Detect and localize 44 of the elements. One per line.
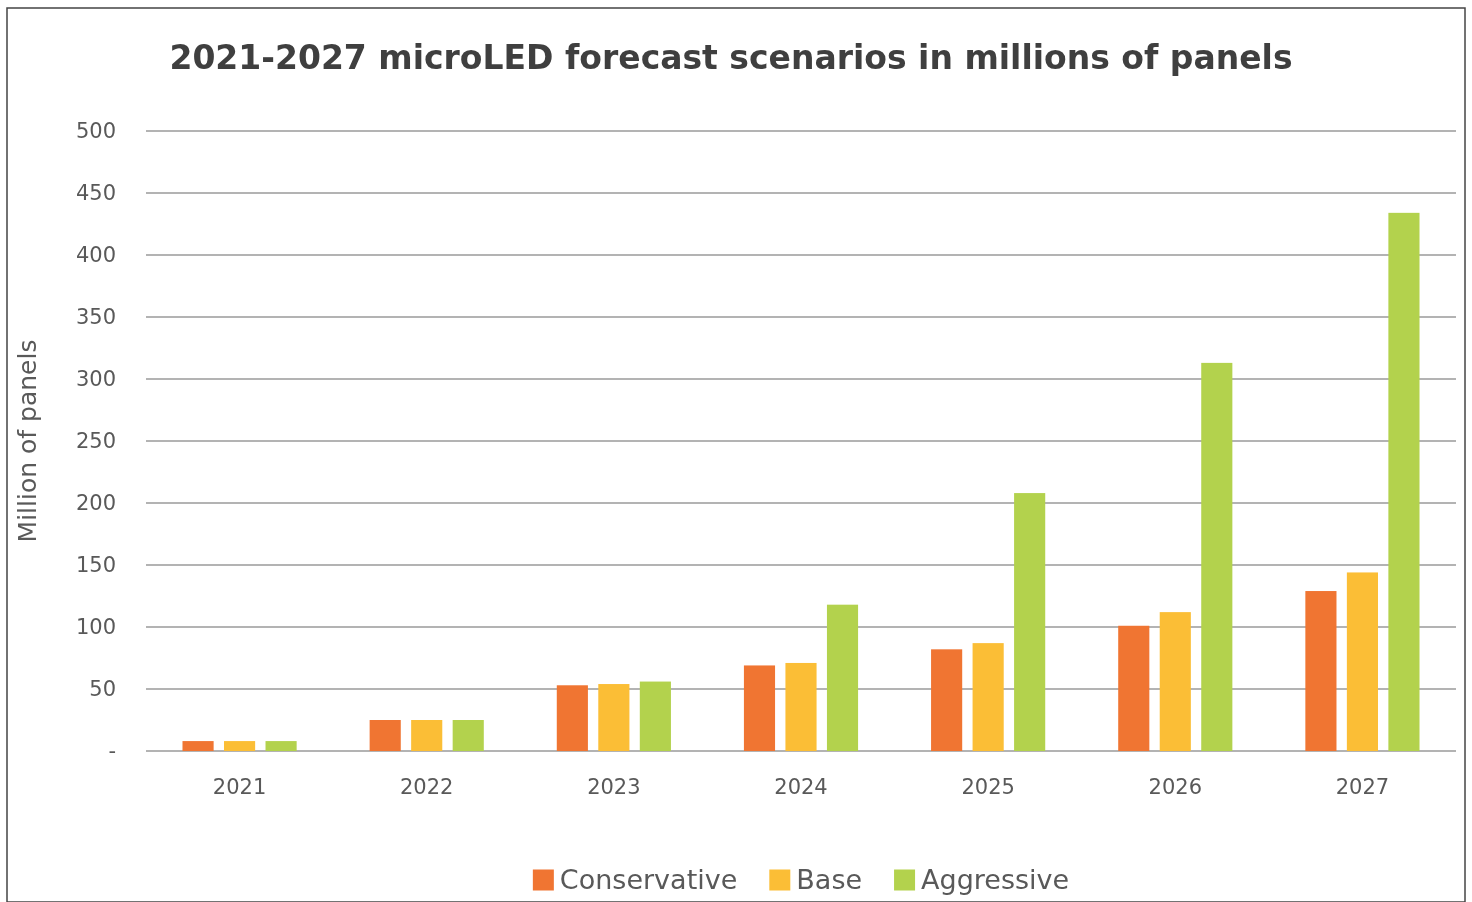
y-tick-label: 300 <box>75 367 116 392</box>
x-tick-label: 2025 <box>961 775 1015 800</box>
bar <box>826 604 859 751</box>
bar <box>785 662 817 751</box>
x-tick-label: 2024 <box>774 775 828 800</box>
y-axis-title: Million of panels <box>12 339 42 543</box>
bar <box>1305 591 1337 751</box>
bar <box>598 684 630 751</box>
y-tick-label: 50 <box>89 677 116 702</box>
y-tick-label: 350 <box>75 305 116 330</box>
y-tick-label: 150 <box>75 553 116 578</box>
bar <box>972 643 1004 751</box>
bar <box>1014 493 1046 751</box>
y-tick-label: 450 <box>75 181 116 206</box>
x-tick-label: 2026 <box>1148 775 1203 800</box>
bar <box>1346 572 1378 751</box>
bar <box>369 720 401 751</box>
legend-label: Base <box>796 864 863 896</box>
bar <box>556 685 588 751</box>
bar <box>639 681 671 751</box>
bar <box>452 720 484 751</box>
y-tick-label: 500 <box>75 119 116 144</box>
y-tick-label: 100 <box>75 615 116 640</box>
bar <box>1388 212 1420 751</box>
bar <box>1159 612 1191 751</box>
bar <box>224 741 256 751</box>
chart-title: 2021-2027 microLED forecast scenarios in millions of panels <box>169 37 1293 77</box>
x-tick-label: 2023 <box>587 775 641 800</box>
x-tick-label: 2022 <box>399 775 454 800</box>
bar <box>743 665 776 751</box>
legend-label: Conservative <box>559 864 738 896</box>
y-tick-label: - <box>108 739 116 764</box>
y-tick-label: 400 <box>75 243 116 268</box>
y-tick-label: 250 <box>75 429 116 454</box>
bar <box>411 720 443 751</box>
bar <box>931 649 963 751</box>
bar <box>265 741 297 751</box>
y-tick-label: 200 <box>75 491 116 516</box>
x-tick-label: 2027 <box>1335 775 1390 800</box>
legend-label: Aggressive <box>921 864 1070 896</box>
bar <box>1201 362 1233 751</box>
bar <box>1118 625 1150 751</box>
bar <box>182 741 214 751</box>
x-tick-label: 2021 <box>212 775 267 800</box>
